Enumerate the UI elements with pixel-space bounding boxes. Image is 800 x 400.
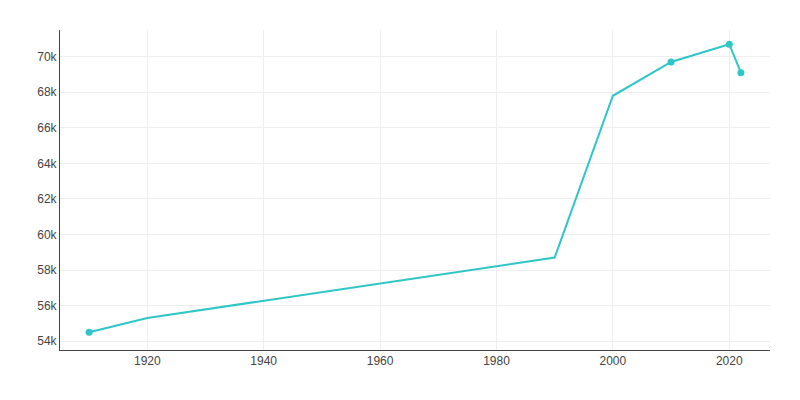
- svg-text:1920: 1920: [134, 354, 161, 368]
- svg-text:2020: 2020: [716, 354, 743, 368]
- svg-text:60k: 60k: [37, 228, 57, 242]
- svg-text:1960: 1960: [367, 354, 394, 368]
- svg-text:70k: 70k: [37, 50, 57, 64]
- svg-text:2000: 2000: [600, 354, 627, 368]
- svg-text:54k: 54k: [37, 334, 57, 348]
- svg-text:1980: 1980: [483, 354, 510, 368]
- svg-text:1940: 1940: [250, 354, 277, 368]
- svg-text:56k: 56k: [37, 299, 57, 313]
- svg-text:66k: 66k: [37, 121, 57, 135]
- svg-text:64k: 64k: [37, 157, 57, 171]
- svg-text:62k: 62k: [37, 192, 57, 206]
- svg-text:68k: 68k: [37, 85, 57, 99]
- svg-text:58k: 58k: [37, 263, 57, 277]
